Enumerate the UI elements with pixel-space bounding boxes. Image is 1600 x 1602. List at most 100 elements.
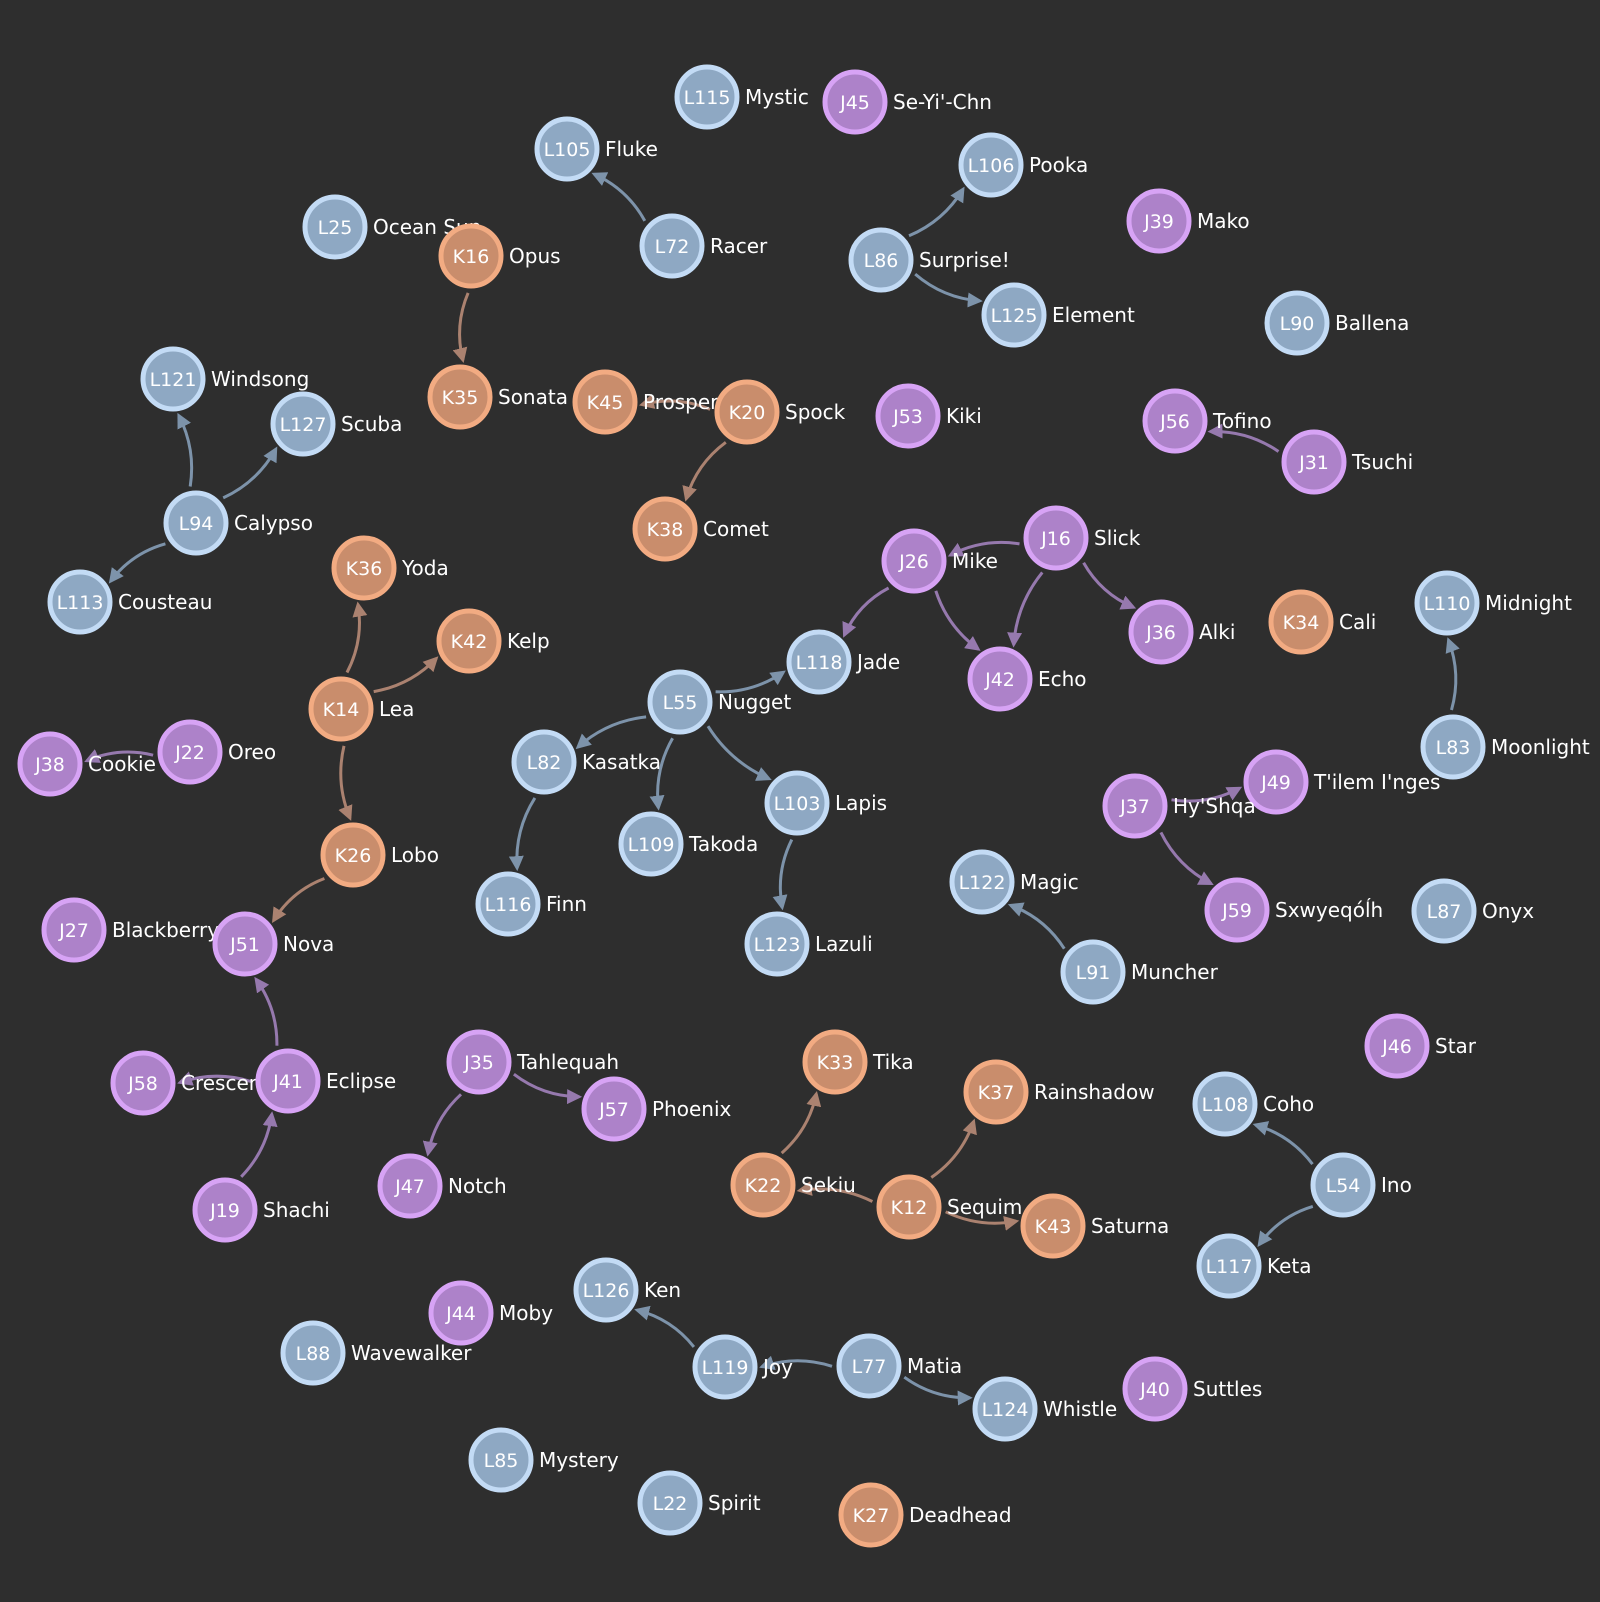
node-L86[interactable]: L86 Surprise! — [848, 227, 1010, 293]
node-K43[interactable]: K43 Saturna — [1020, 1193, 1169, 1259]
node-circle[interactable] — [255, 1048, 321, 1114]
node-L85[interactable]: L85 Mystery — [468, 1427, 619, 1493]
node-circle[interactable] — [320, 822, 386, 888]
node-K12[interactable]: K12 Sequim — [876, 1174, 1022, 1240]
node-L103[interactable]: L103 Lapis — [764, 770, 887, 836]
node-K37[interactable]: K37 Rainshadow — [963, 1059, 1155, 1125]
node-circle[interactable] — [730, 1152, 796, 1218]
node-circle[interactable] — [1020, 1193, 1086, 1259]
node-circle[interactable] — [427, 364, 493, 430]
node-circle[interactable] — [17, 731, 83, 797]
node-circle[interactable] — [47, 569, 113, 635]
node-circle[interactable] — [639, 213, 705, 279]
node-circle[interactable] — [377, 1153, 443, 1219]
node-J37[interactable]: J37 Hy'Shqa — [1102, 773, 1256, 839]
node-circle[interactable] — [1204, 877, 1270, 943]
node-circle[interactable] — [1364, 1013, 1430, 1079]
node-L119[interactable]: L119 Joy — [692, 1334, 793, 1400]
node-J57[interactable]: J57 Phoenix — [581, 1076, 732, 1142]
node-circle[interactable] — [436, 608, 502, 674]
node-circle[interactable] — [573, 1257, 639, 1323]
node-circle[interactable] — [647, 669, 713, 735]
node-circle[interactable] — [744, 911, 810, 977]
node-circle[interactable] — [1420, 714, 1486, 780]
node-circle[interactable] — [1243, 749, 1309, 815]
node-L124[interactable]: L124 Whistle — [972, 1376, 1117, 1442]
node-circle[interactable] — [981, 282, 1047, 348]
node-L87[interactable]: L87 Onyx — [1411, 878, 1534, 944]
node-J16[interactable]: J16 Slick — [1023, 505, 1141, 571]
node-K22[interactable]: K22 Sekiu — [730, 1152, 856, 1218]
node-L77[interactable]: L77 Matia — [836, 1333, 962, 1399]
node-J22[interactable]: J22 Oreo — [157, 719, 276, 785]
node-K36[interactable]: K36 Yoda — [331, 535, 449, 601]
node-J39[interactable]: J39 Mako — [1126, 188, 1250, 254]
node-J40[interactable]: J40 Suttles — [1122, 1356, 1262, 1422]
node-J38[interactable]: J38 Cookie — [17, 731, 156, 797]
node-circle[interactable] — [618, 811, 684, 877]
node-J59[interactable]: J59 Sxwyeqóĺh — [1204, 877, 1383, 943]
node-circle[interactable] — [764, 770, 830, 836]
node-circle[interactable] — [140, 346, 206, 412]
node-J19[interactable]: J19 Shachi — [192, 1177, 330, 1243]
node-L88[interactable]: L88 Wavewalker — [280, 1320, 472, 1386]
node-K27[interactable]: K27 Deadhead — [838, 1482, 1012, 1548]
node-circle[interactable] — [1264, 290, 1330, 356]
node-K14[interactable]: K14 Lea — [308, 676, 414, 742]
node-circle[interactable] — [1268, 589, 1334, 655]
node-circle[interactable] — [967, 646, 1033, 712]
node-circle[interactable] — [822, 69, 888, 135]
node-circle[interactable] — [280, 1320, 346, 1386]
node-L55[interactable]: L55 Nugget — [647, 669, 791, 735]
node-K26[interactable]: K26 Lobo — [320, 822, 439, 888]
node-K20[interactable]: K20 Spock — [714, 379, 846, 445]
node-circle[interactable] — [110, 1050, 176, 1116]
node-circle[interactable] — [192, 1177, 258, 1243]
node-L109[interactable]: L109 Takoda — [618, 811, 758, 877]
node-L82[interactable]: L82 Kasatka — [511, 729, 661, 795]
node-circle[interactable] — [714, 379, 780, 445]
node-circle[interactable] — [446, 1029, 512, 1095]
node-K38[interactable]: K38 Comet — [632, 496, 769, 562]
node-J45[interactable]: J45 Se-Yi'-Chn — [822, 69, 992, 135]
node-L118[interactable]: L118 Jade — [786, 629, 900, 695]
node-circle[interactable] — [1128, 599, 1194, 665]
node-J46[interactable]: J46 Star — [1364, 1013, 1477, 1079]
node-K33[interactable]: K33 Tika — [802, 1029, 914, 1095]
node-circle[interactable] — [1023, 505, 1089, 571]
node-J31[interactable]: J31 Tsuchi — [1281, 429, 1413, 495]
node-L127[interactable]: L127 Scuba — [270, 391, 402, 457]
node-J42[interactable]: J42 Echo — [967, 646, 1087, 712]
node-circle[interactable] — [875, 383, 941, 449]
node-circle[interactable] — [1142, 388, 1208, 454]
node-L105[interactable]: L105 Fluke — [534, 116, 658, 182]
node-circle[interactable] — [163, 490, 229, 556]
node-L121[interactable]: L121 Windsong — [140, 346, 309, 412]
node-circle[interactable] — [881, 528, 947, 594]
node-circle[interactable] — [963, 1059, 1029, 1125]
node-circle[interactable] — [786, 629, 852, 695]
node-circle[interactable] — [534, 116, 600, 182]
node-circle[interactable] — [838, 1482, 904, 1548]
node-circle[interactable] — [1196, 1233, 1262, 1299]
node-circle[interactable] — [331, 535, 397, 601]
node-circle[interactable] — [308, 676, 374, 742]
node-circle[interactable] — [468, 1427, 534, 1493]
node-J36[interactable]: J36 Alki — [1128, 599, 1235, 665]
node-circle[interactable] — [572, 369, 638, 435]
node-circle[interactable] — [949, 849, 1015, 915]
node-L115[interactable]: L115 Mystic — [674, 64, 809, 130]
node-circle[interactable] — [1411, 878, 1477, 944]
node-circle[interactable] — [674, 64, 740, 130]
node-circle[interactable] — [1126, 188, 1192, 254]
node-L83[interactable]: L83 Moonlight — [1420, 714, 1590, 780]
node-circle[interactable] — [157, 719, 223, 785]
node-circle[interactable] — [802, 1029, 868, 1095]
node-J58[interactable]: J58 Crescent — [110, 1050, 269, 1116]
node-circle[interactable] — [692, 1334, 758, 1400]
node-J27[interactable]: J27 Blackberry — [41, 897, 219, 963]
node-circle[interactable] — [1102, 773, 1168, 839]
node-L94[interactable]: L94 Calypso — [163, 490, 313, 556]
node-J41[interactable]: J41 Eclipse — [255, 1048, 396, 1114]
node-J26[interactable]: J26 Mike — [881, 528, 998, 594]
